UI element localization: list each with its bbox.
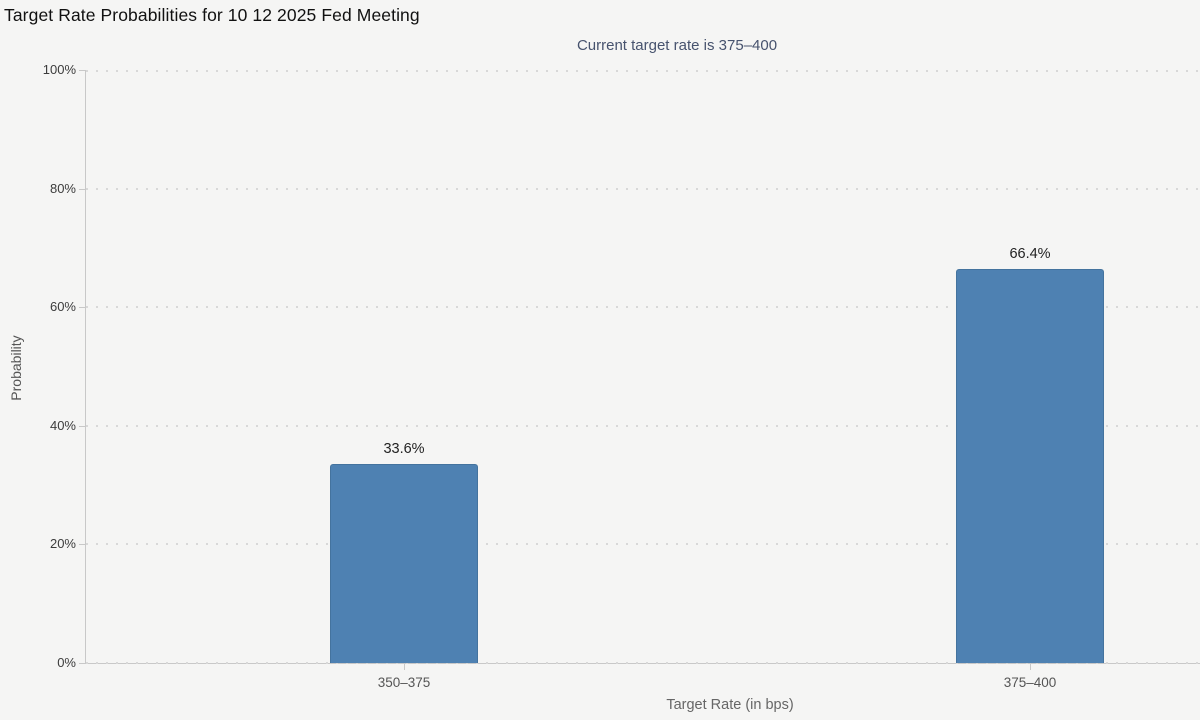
y-axis-tick-20 [79,544,85,546]
x-axis-title: Target Rate (in bps) [666,697,794,713]
y-tick-label-60: 60% [49,299,76,315]
y-tick-label-100: 100% [42,62,76,77]
y-axis-tick-60 [79,307,85,309]
y-axis-tick-0 [79,663,85,664]
gridline-0 [86,662,1200,664]
chart-title: Target Rate Probabilities for 10 12 2025… [4,5,420,25]
y-axis-title: Probability [8,335,24,401]
y-tick-label-80: 80% [49,180,76,196]
y-axis-tick-80 [79,188,85,190]
gridline-80 [86,187,1200,190]
plot-area: 0% 20% 40% 60% 80% 100% 33.6% 350–375 66.4% 375–4… [43,62,1200,690]
y-tick-label-40: 40% [49,417,76,433]
bar-350–375[interactable] [330,463,478,663]
x-axis-tick-375–400 [1030,664,1031,670]
y-tick-label-0: 0% [57,655,76,670]
x-tick-label-375–400: 375–400 [1003,675,1057,690]
bar-375–400[interactable] [956,269,1104,663]
y-axis-tick-100 [79,70,85,71]
y-tick-label-20: 20% [49,536,76,552]
x-axis-tick-350–375 [404,664,405,670]
bar-value-label-350–375: 33.6% [383,440,425,457]
gridline-20 [86,543,1200,546]
bar-value-label-375–400: 66.4% [1009,246,1051,263]
y-axis-tick-40 [79,425,85,427]
chart-subtitle: Current target rate is 375–400 [576,37,778,54]
gridline-40 [86,424,1200,427]
gridline-100 [86,70,1200,72]
gridline-60 [86,306,1200,309]
x-tick-label-350–375: 350–375 [377,675,431,690]
